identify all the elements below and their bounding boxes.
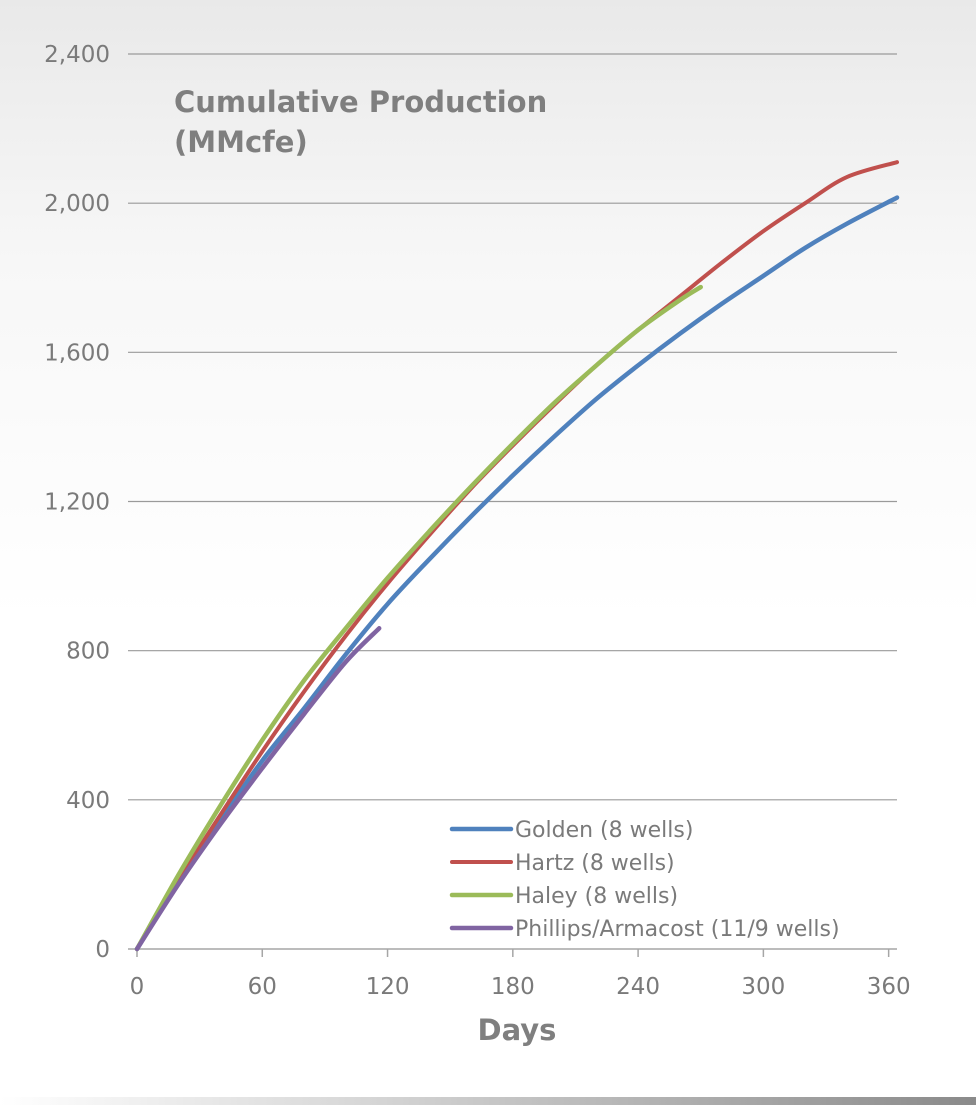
legend-label: Phillips/Armacost (11/9 wells) [515, 917, 840, 942]
y-tick-label: 2,000 [44, 191, 110, 217]
series-line-0 [134, 195, 900, 952]
x-tick-label: 360 [867, 974, 911, 1000]
legend-label: Hartz (8 wells) [515, 851, 675, 876]
x-tick-label: 0 [130, 974, 145, 1000]
y-tick-label: 1,600 [44, 340, 110, 366]
x-tick-label: 120 [366, 974, 410, 1000]
footer-bar [0, 1097, 976, 1105]
y-tick-label: 0 [95, 937, 110, 963]
series-line-2 [134, 284, 703, 952]
y-tick-label: 1,200 [44, 490, 110, 516]
x-tick-label: 60 [248, 974, 277, 1000]
legend-label: Golden (8 wells) [515, 818, 693, 843]
x-tick-label: 180 [491, 974, 535, 1000]
y-ticks: 0 400 800 1,200 1,600 2,000 2,400 [44, 42, 110, 963]
x-tick-label: 300 [741, 974, 785, 1000]
chart-title: Cumulative Production (MMcfe) [174, 85, 557, 159]
chart-title-line-2: (MMcfe) [174, 125, 308, 159]
y-tick-label: 800 [66, 639, 110, 665]
x-tick-label: 240 [616, 974, 660, 1000]
legend: Golden (8 wells) Hartz (8 wells) Haley (8 … [449, 818, 840, 942]
series-lines [134, 160, 900, 952]
grid-lines [128, 53, 897, 801]
chart-title-line-1: Cumulative Production [174, 85, 547, 119]
series-line-3 [134, 626, 382, 952]
x-ticks: 0 60 120 180 240 300 360 [130, 949, 911, 1000]
y-tick-label: 400 [66, 788, 110, 814]
x-axis-label: Days [478, 1013, 557, 1047]
legend-label: Haley (8 wells) [515, 884, 678, 909]
y-tick-label: 2,400 [44, 42, 110, 68]
